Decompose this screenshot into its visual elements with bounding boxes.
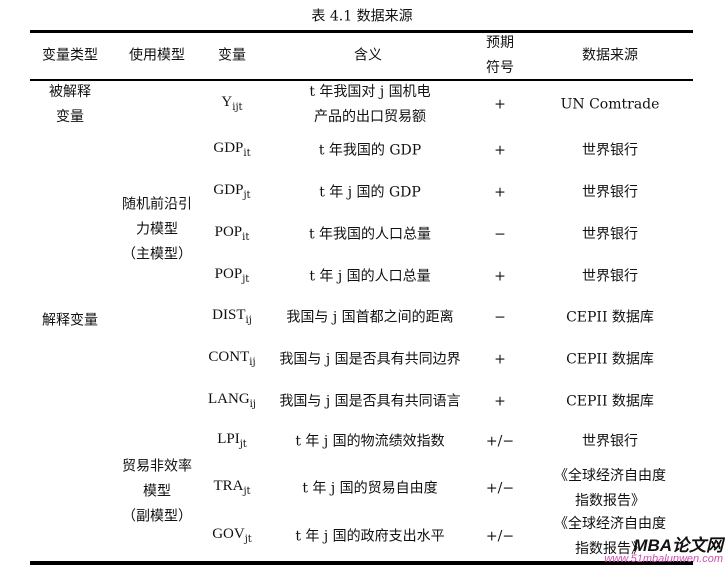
bottom-rule bbox=[30, 561, 693, 565]
meaning-cell: t 年 j 国的 GDP bbox=[319, 184, 421, 201]
variable-cell: POPjt bbox=[214, 266, 250, 285]
header-type: 变量类型 bbox=[42, 47, 98, 64]
source-cell: 世界银行 bbox=[582, 433, 638, 450]
header-var: 变量 bbox=[218, 47, 246, 64]
group-explained: 被解释 变量 bbox=[49, 84, 91, 125]
sign-cell: +/− bbox=[485, 433, 515, 450]
source-cell: 世界银行 bbox=[582, 142, 638, 159]
source-cell: 《全球经济自由度 指数报告》 bbox=[554, 468, 666, 509]
meaning-cell: t 年我国的人口总量 bbox=[308, 226, 432, 243]
variable-cell: TRAjt bbox=[213, 478, 251, 497]
meaning-cell: t 年我国对 j 国机电 产品的出口贸易额 bbox=[309, 84, 431, 125]
sign-cell: − bbox=[494, 309, 506, 326]
source-cell: 世界银行 bbox=[582, 226, 638, 243]
meaning-cell: 我国与 j 国首都之间的距离 bbox=[286, 309, 454, 326]
source-cell: 世界银行 bbox=[582, 184, 638, 201]
variable-cell: GDPjt bbox=[213, 182, 251, 201]
meaning-cell: t 年 j 国的政府支出水平 bbox=[295, 528, 445, 545]
source-cell: CEPII 数据库 bbox=[566, 351, 654, 368]
sign-cell: + bbox=[494, 96, 506, 113]
watermark: MBA论文网 www.51mbalunwen.com bbox=[604, 536, 723, 565]
meaning-cell: t 年 j 国的贸易自由度 bbox=[302, 480, 438, 497]
group-explanatory: 解释变量 bbox=[42, 312, 98, 329]
meaning-cell: 我国与 j 国是否具有共同边界 bbox=[279, 351, 461, 368]
variable-cell: POPit bbox=[214, 224, 250, 243]
sign-cell: + bbox=[494, 351, 506, 368]
table-caption: 表 4.1 数据来源 bbox=[311, 8, 413, 25]
sign-cell: − bbox=[494, 226, 506, 243]
header-model: 使用模型 bbox=[129, 47, 185, 64]
variable-cell: GDPit bbox=[213, 140, 251, 159]
source-cell: 世界银行 bbox=[582, 268, 638, 285]
source-cell: UN Comtrade bbox=[560, 96, 660, 113]
meaning-cell: t 年我国的 GDP bbox=[318, 142, 422, 159]
sign-cell: +/− bbox=[485, 528, 515, 545]
header-meaning: 含义 bbox=[354, 47, 382, 64]
meaning-cell: t 年 j 国的物流绩效指数 bbox=[295, 433, 445, 450]
sign-cell: + bbox=[494, 184, 506, 201]
source-cell: CEPII 数据库 bbox=[566, 393, 654, 410]
variable-cell: CONTij bbox=[208, 349, 256, 368]
sign-cell: + bbox=[494, 268, 506, 285]
meaning-cell: t 年 j 国的人口总量 bbox=[309, 268, 431, 285]
variable-cell: LPIjt bbox=[217, 431, 247, 450]
meaning-cell: 我国与 j 国是否具有共同语言 bbox=[279, 393, 461, 410]
group-sub-model: 贸易非效率 模型 （副模型） bbox=[122, 458, 192, 525]
header-sign: 预期 符号 bbox=[486, 35, 514, 76]
variable-cell: LANGij bbox=[208, 391, 256, 410]
sign-cell: + bbox=[494, 393, 506, 410]
variable-cell: GOVjt bbox=[212, 526, 252, 545]
variable-cell: Yijt bbox=[221, 94, 243, 113]
sign-cell: +/− bbox=[485, 480, 515, 497]
source-cell: CEPII 数据库 bbox=[566, 309, 654, 326]
variable-cell: DISTij bbox=[212, 307, 252, 326]
header-rule bbox=[30, 79, 693, 81]
source-cell: 《全球经济自由度 指数报告》 bbox=[554, 516, 666, 557]
sign-cell: + bbox=[494, 142, 506, 159]
header-source: 数据来源 bbox=[582, 47, 638, 64]
top-rule bbox=[30, 30, 693, 33]
group-main-model: 随机前沿引 力模型 （主模型） bbox=[122, 196, 192, 263]
